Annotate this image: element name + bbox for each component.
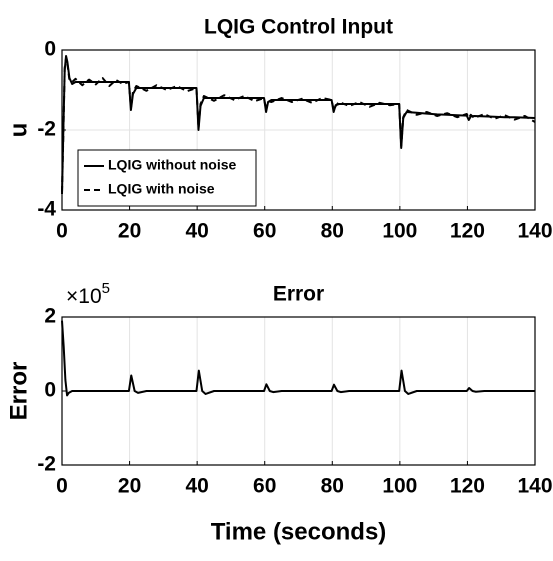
multiplier-base: ×10 xyxy=(66,285,102,308)
x-tick-label: 120 xyxy=(450,475,485,498)
y-tick-label: 2 xyxy=(44,305,56,328)
x-tick-label: 100 xyxy=(382,220,417,243)
y-tick-label: -2 xyxy=(37,118,56,141)
x-tick-label: 140 xyxy=(517,220,552,243)
x-tick-label: 0 xyxy=(56,475,68,498)
legend-box xyxy=(77,149,257,207)
axes-frame xyxy=(61,49,536,211)
data-line xyxy=(61,320,535,397)
x-axis-label: Time (seconds) xyxy=(211,518,387,545)
x-tick-label: 60 xyxy=(253,475,276,498)
y-tick-label: -2 xyxy=(37,453,56,476)
y-multiplier: ×105 xyxy=(66,280,110,308)
x-tick-label: 140 xyxy=(517,475,552,498)
y-axis-label: u xyxy=(5,123,32,138)
x-tick-label: 120 xyxy=(450,220,485,243)
chart-title: Error xyxy=(273,283,324,306)
x-tick-label: 0 xyxy=(56,220,68,243)
legend-label: LQIG with noise xyxy=(108,181,215,197)
x-tick-label: 80 xyxy=(321,475,344,498)
y-tick-label: 0 xyxy=(44,379,56,402)
y-axis-label: Error xyxy=(5,362,32,421)
chart-title: LQIG Control Input xyxy=(204,16,393,39)
x-tick-label: 80 xyxy=(321,220,344,243)
axes-frame xyxy=(61,316,536,466)
y-tick-label: -4 xyxy=(37,198,56,221)
x-tick-label: 100 xyxy=(382,475,417,498)
y-tick-label: 0 xyxy=(44,38,56,61)
x-tick-label: 60 xyxy=(253,220,276,243)
legend-label: LQIG without noise xyxy=(108,157,237,173)
x-tick-label: 20 xyxy=(118,220,141,243)
multiplier-exponent: 5 xyxy=(102,280,110,297)
x-tick-label: 20 xyxy=(118,475,141,498)
x-tick-label: 40 xyxy=(185,475,208,498)
x-tick-label: 40 xyxy=(185,220,208,243)
data-line xyxy=(61,57,536,193)
